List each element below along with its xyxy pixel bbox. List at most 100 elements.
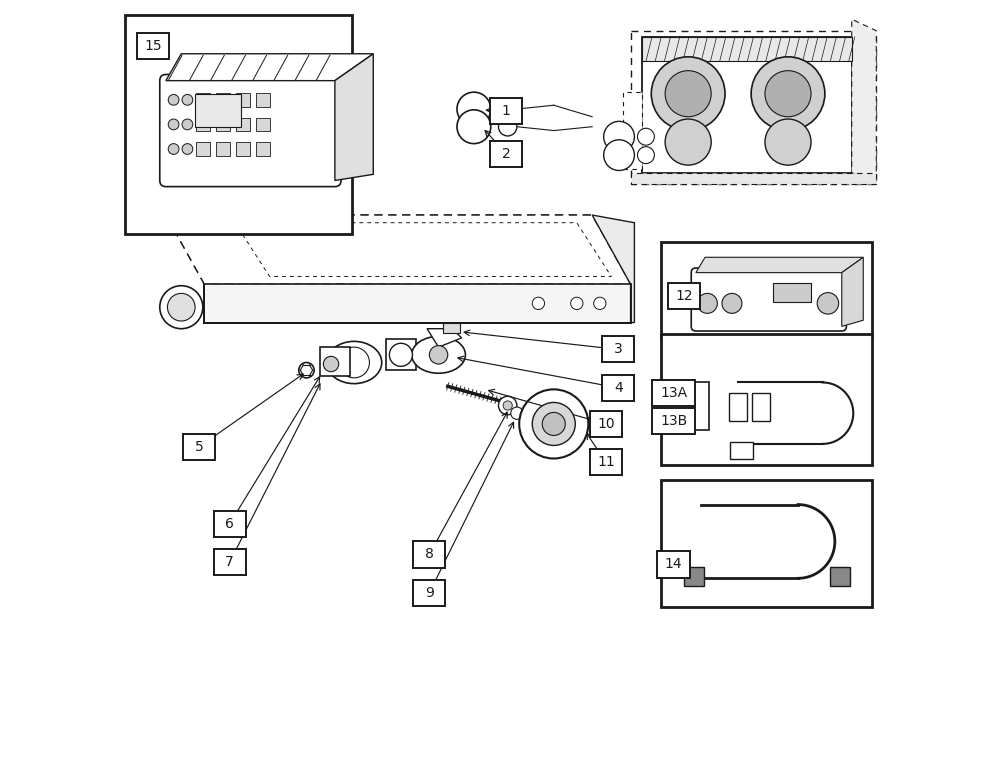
Bar bbox=[216, 93, 230, 107]
Bar bbox=[196, 93, 210, 107]
Ellipse shape bbox=[412, 336, 465, 373]
Circle shape bbox=[167, 293, 195, 321]
Circle shape bbox=[542, 412, 565, 435]
Circle shape bbox=[817, 293, 839, 314]
Bar bbox=[214, 511, 246, 537]
Bar bbox=[652, 380, 695, 406]
Circle shape bbox=[532, 402, 575, 445]
Text: 6: 6 bbox=[225, 517, 234, 531]
Text: 13A: 13A bbox=[660, 386, 687, 400]
Bar bbox=[668, 283, 700, 309]
Bar bbox=[196, 118, 210, 131]
Bar bbox=[729, 393, 747, 421]
Bar bbox=[256, 118, 270, 131]
Circle shape bbox=[389, 343, 412, 366]
Circle shape bbox=[498, 118, 517, 136]
Bar bbox=[602, 375, 634, 401]
Text: 4: 4 bbox=[614, 381, 623, 395]
Circle shape bbox=[498, 396, 517, 415]
Bar bbox=[590, 411, 622, 437]
Circle shape bbox=[665, 71, 711, 117]
Bar bbox=[773, 283, 811, 302]
Bar bbox=[684, 567, 704, 586]
Circle shape bbox=[604, 121, 634, 152]
Bar bbox=[256, 142, 270, 156]
Bar bbox=[216, 118, 230, 131]
Circle shape bbox=[160, 286, 203, 329]
Polygon shape bbox=[631, 31, 876, 184]
Polygon shape bbox=[852, 19, 876, 184]
Circle shape bbox=[182, 94, 193, 105]
Bar bbox=[602, 336, 634, 362]
Polygon shape bbox=[166, 54, 373, 81]
Circle shape bbox=[594, 297, 606, 310]
Polygon shape bbox=[427, 329, 462, 347]
Bar bbox=[413, 580, 445, 606]
Bar bbox=[443, 323, 460, 333]
Circle shape bbox=[519, 389, 588, 458]
Text: 10: 10 bbox=[597, 417, 615, 431]
Circle shape bbox=[182, 119, 193, 130]
Bar bbox=[216, 142, 230, 156]
Circle shape bbox=[498, 100, 517, 118]
Text: 11: 11 bbox=[597, 455, 615, 469]
Bar bbox=[490, 141, 522, 167]
Circle shape bbox=[637, 147, 654, 164]
Circle shape bbox=[571, 297, 583, 310]
Bar bbox=[490, 98, 522, 124]
Bar bbox=[657, 551, 690, 578]
Polygon shape bbox=[642, 37, 852, 173]
Circle shape bbox=[751, 57, 825, 131]
Circle shape bbox=[697, 293, 717, 313]
Text: 3: 3 bbox=[614, 343, 623, 356]
Bar bbox=[684, 382, 709, 430]
Polygon shape bbox=[166, 215, 631, 284]
Circle shape bbox=[637, 128, 654, 145]
Polygon shape bbox=[166, 215, 631, 284]
Circle shape bbox=[503, 401, 512, 410]
Circle shape bbox=[182, 144, 193, 154]
Bar bbox=[256, 93, 270, 107]
Bar bbox=[661, 480, 872, 607]
Circle shape bbox=[457, 92, 491, 126]
Bar bbox=[661, 334, 872, 465]
Polygon shape bbox=[696, 257, 863, 273]
Text: 5: 5 bbox=[195, 440, 203, 454]
Bar bbox=[830, 567, 850, 586]
Polygon shape bbox=[631, 173, 876, 184]
Polygon shape bbox=[623, 92, 642, 169]
Circle shape bbox=[339, 347, 369, 378]
Polygon shape bbox=[204, 284, 631, 323]
Bar bbox=[652, 408, 695, 434]
Polygon shape bbox=[642, 37, 852, 61]
Polygon shape bbox=[592, 215, 634, 323]
Bar bbox=[730, 442, 753, 459]
Ellipse shape bbox=[326, 341, 382, 384]
Bar bbox=[183, 434, 215, 460]
Text: 9: 9 bbox=[425, 586, 434, 600]
Circle shape bbox=[532, 297, 545, 310]
Bar bbox=[125, 15, 352, 234]
Text: 13B: 13B bbox=[660, 414, 687, 428]
Circle shape bbox=[168, 94, 179, 105]
Text: 14: 14 bbox=[665, 558, 682, 571]
Text: 8: 8 bbox=[425, 548, 434, 561]
Text: 12: 12 bbox=[676, 289, 693, 303]
FancyBboxPatch shape bbox=[160, 74, 341, 187]
Circle shape bbox=[299, 362, 314, 378]
Circle shape bbox=[429, 346, 448, 364]
Bar bbox=[590, 449, 622, 475]
Polygon shape bbox=[386, 339, 416, 370]
Text: 2: 2 bbox=[502, 147, 511, 161]
FancyBboxPatch shape bbox=[691, 268, 846, 331]
Circle shape bbox=[651, 57, 725, 131]
Bar bbox=[137, 33, 169, 59]
Text: 7: 7 bbox=[225, 555, 234, 569]
Bar bbox=[195, 94, 241, 127]
Text: 1: 1 bbox=[502, 104, 511, 118]
Circle shape bbox=[511, 407, 523, 419]
Bar bbox=[196, 142, 210, 156]
Bar bbox=[214, 549, 246, 575]
Circle shape bbox=[168, 119, 179, 130]
Circle shape bbox=[765, 71, 811, 117]
